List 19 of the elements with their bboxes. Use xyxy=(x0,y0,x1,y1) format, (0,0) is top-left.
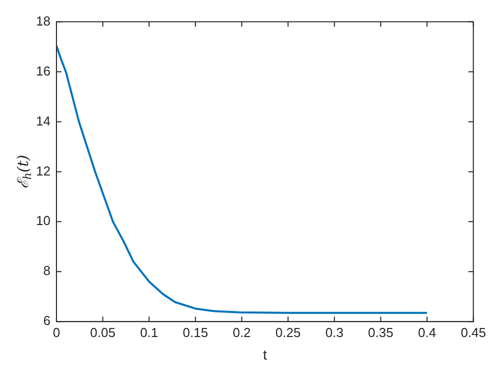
x-tick-label: 0.15 xyxy=(182,324,208,340)
x-tick-label: 0.3 xyxy=(325,324,344,340)
x-tick-label: 0.35 xyxy=(368,324,394,340)
x-tick-label: 0 xyxy=(52,324,60,340)
x-tick-label: 0.45 xyxy=(460,324,486,340)
y-tick-label: 12 xyxy=(36,163,50,178)
y-tick-label: 14 xyxy=(36,113,50,128)
y-tick-label: 10 xyxy=(36,213,50,228)
x-tick-label: 0.2 xyxy=(232,324,251,340)
x-tick-label: 0.4 xyxy=(418,324,436,340)
y-tick-label: 8 xyxy=(43,263,50,278)
y-axis-title: ℰh(t) xyxy=(14,154,34,189)
x-axis-title: t xyxy=(262,346,267,362)
y-tick-label: 16 xyxy=(36,63,50,78)
x-tick-label: 0.1 xyxy=(140,324,158,340)
y-tick-label: 18 xyxy=(36,13,50,28)
x-tick-label: 0.25 xyxy=(275,324,301,340)
x-tick-label: 0.05 xyxy=(90,324,116,340)
y-tick-label: 6 xyxy=(43,313,50,328)
